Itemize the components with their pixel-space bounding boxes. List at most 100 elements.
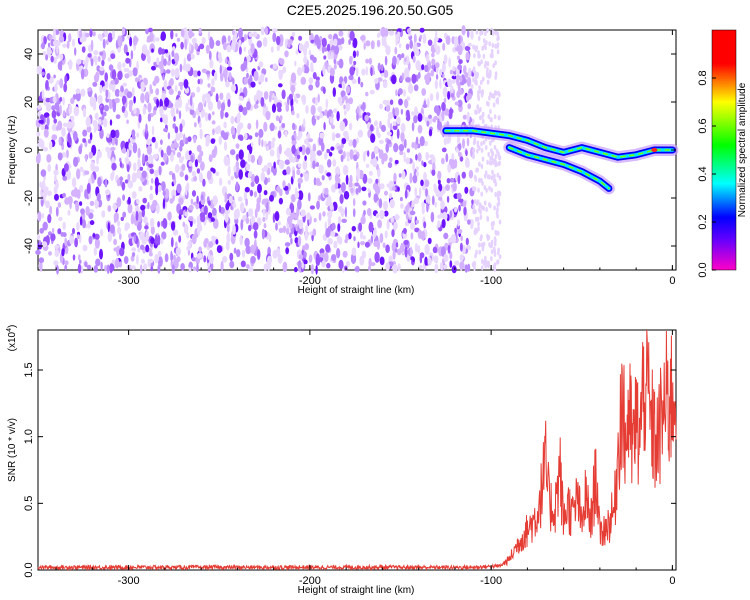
noise-speckle <box>207 83 211 88</box>
noise-speckle <box>96 192 101 202</box>
noise-speckle <box>415 154 418 161</box>
noise-speckle <box>451 265 457 274</box>
noise-speckle <box>373 145 379 155</box>
noise-speckle <box>53 74 56 79</box>
noise-speckle <box>105 189 111 196</box>
noise-speckle <box>230 205 233 210</box>
noise-speckle <box>58 136 62 146</box>
noise-speckle <box>433 39 437 49</box>
noise-speckle <box>340 208 345 217</box>
noise-speckle <box>477 226 480 232</box>
noise-speckle <box>438 196 443 201</box>
noise-speckle <box>481 156 485 162</box>
noise-speckle <box>232 224 236 235</box>
noise-speckle <box>228 60 231 67</box>
noise-speckle <box>303 259 308 265</box>
snr-y-ticks: 0.00.51.01.5 <box>23 362 676 578</box>
noise-speckle <box>183 57 186 67</box>
noise-speckle <box>265 110 271 121</box>
noise-speckle <box>262 216 266 223</box>
noise-speckle <box>78 254 81 261</box>
noise-speckle <box>230 115 235 125</box>
noise-speckle <box>409 222 415 230</box>
noise-speckle <box>459 261 465 270</box>
noise-speckle <box>415 136 419 145</box>
noise-speckle <box>343 130 349 138</box>
noise-speckle <box>271 103 277 113</box>
noise-speckle <box>274 211 280 222</box>
noise-speckle <box>85 153 88 162</box>
noise-speckle <box>435 62 440 69</box>
noise-speckle <box>258 192 262 204</box>
noise-speckle <box>303 55 308 64</box>
noise-speckle <box>151 65 156 71</box>
noise-speckle <box>258 128 264 138</box>
noise-speckle <box>53 169 59 176</box>
noise-speckle <box>378 149 384 160</box>
noise-speckle <box>262 198 268 203</box>
noise-speckle <box>245 264 250 269</box>
noise-speckle <box>109 119 113 126</box>
noise-speckle <box>353 154 358 162</box>
noise-speckle <box>319 252 326 258</box>
noise-speckle <box>130 265 136 271</box>
noise-speckle <box>116 178 121 187</box>
noise-speckle <box>43 128 49 138</box>
noise-speckle <box>322 211 326 217</box>
noise-speckle <box>413 33 417 44</box>
noise-speckle <box>122 62 126 68</box>
noise-speckle <box>406 28 411 34</box>
noise-speckle <box>486 216 490 222</box>
noise-speckle <box>445 139 451 144</box>
noise-speckle <box>440 246 446 258</box>
noise-speckle <box>188 204 194 211</box>
noise-speckle <box>175 133 181 141</box>
noise-speckle <box>406 109 410 118</box>
noise-speckle <box>142 106 147 116</box>
noise-speckle <box>111 30 116 40</box>
noise-speckle <box>118 261 123 268</box>
noise-speckle <box>79 29 83 40</box>
noise-speckle <box>124 110 129 118</box>
noise-speckle <box>310 104 316 116</box>
noise-speckle <box>329 67 335 77</box>
noise-speckle <box>399 75 403 82</box>
noise-speckle <box>62 96 65 106</box>
noise-speckle <box>458 204 461 212</box>
noise-speckle <box>139 166 144 171</box>
noise-speckle <box>487 114 491 120</box>
noise-speckle <box>174 163 180 173</box>
noise-speckle <box>116 129 120 139</box>
noise-speckle <box>460 235 464 242</box>
noise-speckle <box>56 41 61 47</box>
noise-speckle <box>458 198 464 203</box>
noise-speckle <box>133 234 136 243</box>
noise-speckle <box>170 29 174 40</box>
noise-speckle <box>346 260 350 267</box>
noise-speckle <box>354 267 359 272</box>
noise-speckle <box>452 182 457 192</box>
noise-speckle <box>404 189 408 199</box>
noise-speckle <box>41 212 45 219</box>
noise-speckle <box>101 210 106 218</box>
noise-speckle <box>493 236 497 242</box>
noise-speckle <box>441 157 445 165</box>
noise-speckle <box>117 47 121 53</box>
noise-speckle <box>345 85 351 94</box>
noise-speckle <box>56 80 60 85</box>
noise-speckle <box>236 153 239 161</box>
noise-speckle <box>56 265 59 275</box>
noise-speckle <box>340 154 344 163</box>
noise-speckle <box>417 244 421 255</box>
noise-speckle <box>486 28 489 33</box>
noise-speckle <box>493 262 497 268</box>
noise-speckle <box>321 37 327 48</box>
noise-speckle <box>94 198 99 209</box>
noise-speckle <box>447 78 452 88</box>
noise-speckle <box>62 43 68 48</box>
noise-speckle <box>480 265 484 271</box>
noise-speckle <box>480 234 483 240</box>
noise-speckle <box>124 179 129 184</box>
noise-speckle <box>282 225 287 234</box>
noise-speckle <box>267 162 273 168</box>
